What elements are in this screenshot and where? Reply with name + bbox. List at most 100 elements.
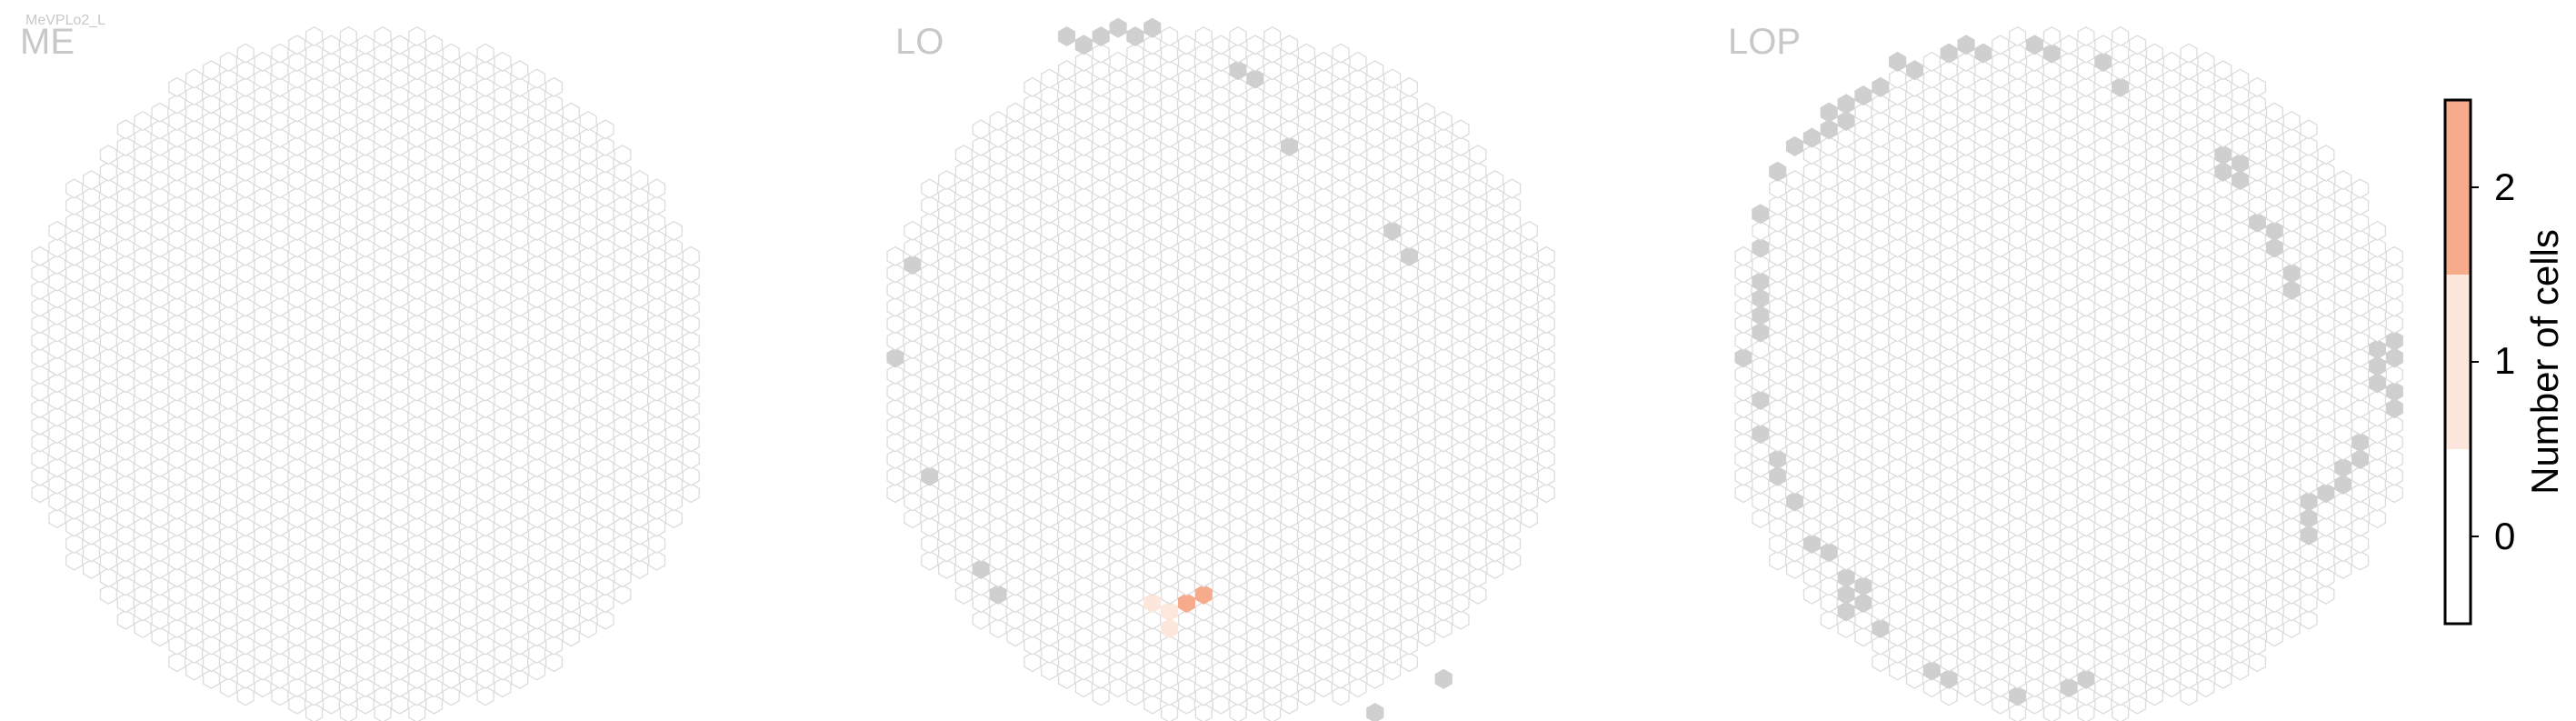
hex-column <box>1890 238 1906 257</box>
hex-column <box>2078 61 2094 80</box>
hex-column <box>1958 610 1974 629</box>
hex-column <box>220 187 236 206</box>
hex-column <box>1059 501 1075 520</box>
hex-column <box>1384 543 1401 562</box>
hex-column <box>2386 247 2402 266</box>
hex-column <box>409 686 425 706</box>
hex-column <box>1872 433 1889 452</box>
hex-column <box>117 272 134 291</box>
hex-column <box>2027 187 2043 206</box>
hex-column <box>529 238 545 257</box>
hex-column <box>563 323 579 342</box>
hex-column <box>1282 356 1298 376</box>
hex-column <box>374 213 391 232</box>
hex-column <box>1384 594 1401 613</box>
hex-column <box>2163 476 2180 495</box>
hex-column <box>1315 645 1332 664</box>
hex-column <box>272 686 288 706</box>
hex-column <box>2386 433 2402 452</box>
hex-column <box>306 315 323 334</box>
hex-column <box>1213 374 1229 393</box>
hex-column <box>2163 255 2180 275</box>
hex-column <box>237 686 254 706</box>
hex-column <box>1315 458 1332 477</box>
hex-column <box>2301 458 2317 477</box>
hex-column <box>2146 196 2162 215</box>
hex-column <box>374 95 391 114</box>
hex-column-count-1 <box>1162 602 1178 621</box>
hex-column <box>2318 450 2334 469</box>
hex-column <box>1282 86 1298 105</box>
hex-column <box>306 128 323 147</box>
hex-column <box>1315 103 1332 122</box>
hex-column <box>204 315 220 334</box>
hex-column <box>374 366 391 385</box>
hex-column <box>357 610 374 629</box>
hex-column <box>272 95 288 114</box>
hex-column <box>1752 441 1769 460</box>
hex-column <box>1059 112 1075 131</box>
hex-column <box>1007 356 1023 376</box>
hex-column <box>597 171 614 190</box>
hex-column <box>2027 391 2043 410</box>
hex-column <box>1907 619 1923 638</box>
hex-column <box>1470 332 1486 351</box>
hex-column <box>340 163 356 182</box>
hex-column <box>460 661 476 680</box>
hex-column <box>1195 196 1212 215</box>
hex-column <box>1975 230 1992 249</box>
hex-column <box>374 399 391 418</box>
hex-column <box>2198 594 2214 613</box>
hex-column <box>1007 391 1023 410</box>
hex-column <box>1975 247 1992 266</box>
hex-column <box>2163 171 2180 190</box>
hex-column <box>204 95 220 114</box>
hex-column <box>1907 450 1923 469</box>
hex-column <box>220 425 236 444</box>
hex-column <box>443 78 459 97</box>
hex-column <box>2318 399 2334 418</box>
hex-column <box>2335 171 2351 190</box>
hex-column <box>2043 315 2060 334</box>
hex-column <box>1247 425 1263 444</box>
hex-column <box>1007 306 1023 325</box>
hex-column <box>100 484 116 503</box>
hex-column <box>340 636 356 655</box>
hex-column <box>2318 416 2334 436</box>
hex-column <box>255 86 271 105</box>
hex-column <box>1992 374 2009 393</box>
hex-column <box>1213 627 1229 646</box>
hex-column <box>2130 154 2146 173</box>
hex-column <box>255 526 271 545</box>
hex-column <box>2043 466 2060 486</box>
hex-column <box>1042 594 1058 613</box>
hex-column <box>289 171 305 190</box>
hex-column <box>2250 348 2266 367</box>
hex-column <box>2095 526 2112 545</box>
hex-column <box>1992 458 2009 477</box>
hex-column <box>1752 407 1769 426</box>
hex-column <box>306 586 323 605</box>
hex-column <box>1247 222 1263 241</box>
hex-column-outside <box>1752 272 1769 291</box>
hex-column <box>169 517 185 536</box>
hex-column <box>1838 128 1854 147</box>
hex-column <box>272 230 288 249</box>
hex-column <box>84 238 100 257</box>
hex-column <box>2232 425 2249 444</box>
hex-column <box>84 356 100 376</box>
hex-column <box>649 213 665 232</box>
hex-column <box>1162 416 1178 436</box>
hex-column <box>186 187 203 206</box>
hex-column <box>237 551 254 570</box>
hex-column <box>512 315 528 334</box>
hex-column <box>955 145 972 165</box>
hex-column <box>1453 356 1469 376</box>
hex-column <box>580 128 596 147</box>
hex-column <box>597 441 614 460</box>
hex-column <box>289 407 305 426</box>
hex-column <box>1923 323 1940 342</box>
hex-column <box>1821 391 1837 410</box>
hex-column <box>1890 560 1906 579</box>
hex-column <box>2027 610 2043 629</box>
